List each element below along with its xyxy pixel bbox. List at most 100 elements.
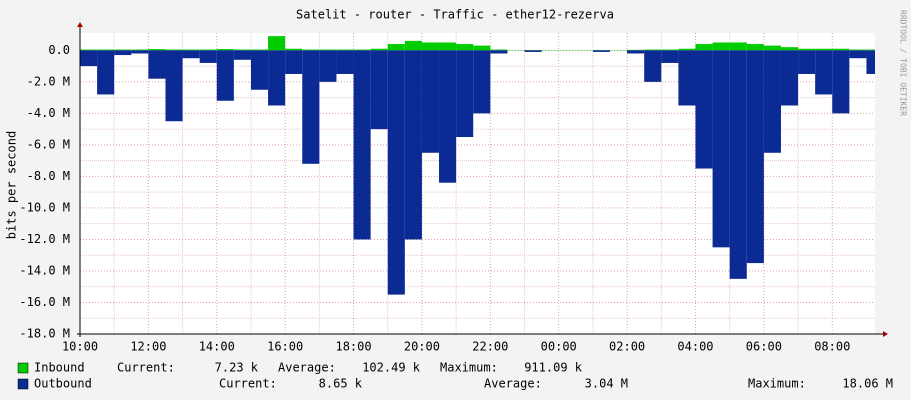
y-tick-label: 0.0 xyxy=(48,43,70,57)
side-text: RRDTOOL / TOBI OETIKER xyxy=(899,10,908,116)
area-step xyxy=(815,48,833,51)
area-step xyxy=(131,49,149,51)
x-tick-label: 12:00 xyxy=(130,340,166,354)
area-step xyxy=(729,50,747,279)
area-step xyxy=(182,50,200,59)
area-step xyxy=(780,50,799,106)
area-step xyxy=(780,47,799,51)
legend-stat-label: Maximum: xyxy=(440,361,498,375)
y-tick-label: -2.0 M xyxy=(27,74,70,88)
area-step xyxy=(114,50,132,56)
area-step xyxy=(199,49,217,51)
area-step xyxy=(866,49,875,51)
x-tick-label: 14:00 xyxy=(199,340,235,354)
area-step xyxy=(798,48,816,51)
y-tick-label: -8.0 M xyxy=(27,169,70,183)
legend-stat-label: Maximum: xyxy=(748,377,806,391)
area-step xyxy=(712,50,730,248)
area-step xyxy=(627,50,645,54)
legend-stat-value: 3.04 M xyxy=(585,377,628,391)
area-step xyxy=(798,50,816,74)
area-step xyxy=(199,50,217,63)
y-tick-label: -6.0 M xyxy=(27,137,70,151)
area-step xyxy=(763,45,781,51)
legend-swatch xyxy=(17,362,29,374)
area-step xyxy=(404,40,422,51)
legend-stat-value: 18.06 M xyxy=(842,377,893,391)
x-tick-label: 04:00 xyxy=(677,340,713,354)
area-step xyxy=(490,50,508,54)
area-step xyxy=(387,50,405,295)
area-step xyxy=(746,50,764,264)
legend-stat-label: Average: xyxy=(278,361,336,375)
area-step xyxy=(473,45,491,51)
area-step xyxy=(233,50,251,60)
y-tick-label: -18.0 M xyxy=(19,327,70,341)
area-step xyxy=(285,48,303,51)
area-step xyxy=(268,36,286,51)
x-tick-label: 00:00 xyxy=(541,340,577,354)
area-step xyxy=(80,50,98,67)
area-step xyxy=(832,50,850,114)
area-step xyxy=(815,50,833,95)
area-step xyxy=(387,44,405,51)
legend-stat-label: Current: xyxy=(117,361,175,375)
x-tick-label: 08:00 xyxy=(814,340,850,354)
area-step xyxy=(695,44,713,51)
y-tick-label: -4.0 M xyxy=(27,106,70,120)
area-step xyxy=(661,50,679,63)
area-step xyxy=(353,50,371,240)
area-step xyxy=(370,48,388,51)
y-tick-label: -12.0 M xyxy=(19,232,70,246)
area-step xyxy=(661,49,679,51)
area-step xyxy=(746,44,764,51)
area-step xyxy=(285,50,303,74)
y-tick-label: -16.0 M xyxy=(19,295,70,309)
area-step xyxy=(302,49,320,51)
x-tick-label: 22:00 xyxy=(472,340,508,354)
x-tick-label: 06:00 xyxy=(746,340,782,354)
axis-arrow xyxy=(883,331,888,337)
area-step xyxy=(165,50,183,122)
area-step xyxy=(131,50,149,54)
area-step xyxy=(216,50,234,101)
axis-arrow xyxy=(77,22,83,27)
x-tick-label: 18:00 xyxy=(335,340,371,354)
chart-title: Satelit - router - Traffic - ether12-rez… xyxy=(296,8,614,22)
area-step xyxy=(524,50,542,52)
area-step xyxy=(250,50,269,90)
area-step xyxy=(319,49,337,51)
legend-stat-value: 8.65 k xyxy=(319,377,363,391)
legend-label: Inbound xyxy=(34,361,85,375)
area-step xyxy=(268,50,286,106)
area-step xyxy=(473,50,491,114)
legend-stat-label: Average: xyxy=(484,377,542,391)
legend-stat-value: 911.09 k xyxy=(524,361,583,375)
area-step xyxy=(336,49,354,51)
area-step xyxy=(421,42,440,51)
area-step xyxy=(439,42,457,51)
area-step xyxy=(370,50,388,130)
area-step xyxy=(148,49,166,51)
area-step xyxy=(319,50,337,82)
area-step xyxy=(763,50,781,153)
area-step xyxy=(421,50,440,153)
area-step xyxy=(165,49,183,51)
area-step xyxy=(233,49,251,51)
legend-swatch xyxy=(17,378,29,390)
area-step xyxy=(148,50,166,79)
area-step xyxy=(644,50,662,82)
area-step xyxy=(712,42,730,51)
area-step xyxy=(678,50,696,106)
legend-label: Outbound xyxy=(34,377,92,391)
area-step xyxy=(97,50,115,95)
x-tick-label: 16:00 xyxy=(267,340,303,354)
area-step xyxy=(490,49,508,51)
area-step xyxy=(114,49,132,51)
area-step xyxy=(678,48,696,51)
area-step xyxy=(832,48,850,51)
area-step xyxy=(353,49,371,51)
area-step xyxy=(302,50,320,164)
area-step xyxy=(216,49,234,51)
area-step xyxy=(644,49,662,51)
